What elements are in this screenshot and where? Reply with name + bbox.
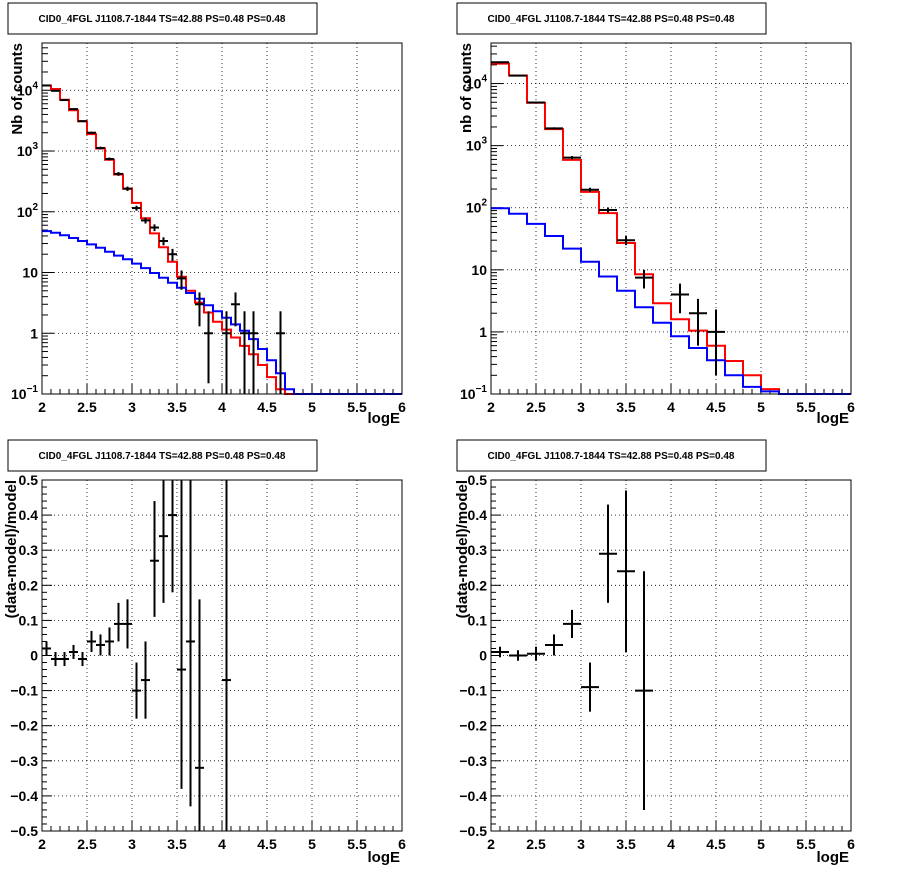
x-tick-label: 3 [128,836,136,852]
chart-body: 2 2.5 3 3.5 4 4.5 5 5.5 6 −0.5 −0.4 −0.3 −0.2 −0.1 0 0.… [459,472,855,852]
y-tick-label: 0.2 [19,577,39,593]
y-axis-label: Nb of counts [9,43,26,135]
plot-frame [41,42,403,395]
y-tick-label: 0.3 [468,542,488,558]
x-tick-label: 3 [128,399,136,415]
y-tick-label: −0.5 [459,823,487,839]
y-tick-label: −0.2 [459,718,487,734]
x-tick-label: 4 [218,399,226,415]
y-tick-label: 0 [30,648,38,664]
y-tick-label: −0.4 [459,788,487,804]
y-tick-label: 10 [22,265,38,281]
x-tick-label: 3.5 [167,836,187,852]
x-tick-label: 6 [847,399,855,415]
y-tick-label: −0.3 [10,753,38,769]
x-axis-label: logE [368,410,401,427]
x-tick-label: 2 [38,399,46,415]
x-tick-label: 2 [38,836,46,852]
y-tick-label: 0.1 [468,612,488,628]
x-axis-label: logE [817,849,850,866]
x-tick-label: 3.5 [616,399,636,415]
x-tick-label: 5.5 [347,399,367,415]
x-tick-label: 5.5 [796,836,816,852]
y-tick-label: 10−1 [460,384,487,402]
y-tick-label: 0.5 [19,472,39,488]
x-tick-label: 3 [577,399,585,415]
x-tick-label: 2.5 [77,399,97,415]
y-tick-label: 0.1 [19,612,39,628]
chart-title: CID0_4FGL J1108.7-1844 TS=42.88 PS=0.48 … [488,451,735,462]
panel-top-right: CID0_4FGL J1108.7-1844 TS=42.88 PS=0.48 … [456,2,855,427]
y-tick-label: −0.5 [10,823,38,839]
y-tick-label: 102 [466,198,488,216]
chart-title: CID0_4FGL J1108.7-1844 TS=42.88 PS=0.48 … [39,14,286,25]
chart-title: CID0_4FGL J1108.7-1844 TS=42.88 PS=0.48 … [39,451,286,462]
y-tick-label: −0.1 [459,683,487,699]
panel-bottom-right: CID0_4FGL J1108.7-1844 TS=42.88 PS=0.48 … [454,439,855,866]
series-step-line [491,207,851,395]
title-box [456,439,767,472]
y-tick-label: 0.4 [19,507,39,523]
y-tick-label: 0.4 [468,507,488,523]
x-tick-label: 5 [757,836,765,852]
x-tick-label: 2.5 [526,399,546,415]
y-tick-label: 0.5 [468,472,488,488]
y-axis-label: nb of counts [458,43,475,133]
x-tick-label: 4.5 [706,836,726,852]
y-tick-label: 103 [17,141,39,159]
title-box [7,2,318,35]
x-tick-label: 2 [487,399,495,415]
x-axis-label: logE [817,410,850,427]
x-tick-label: 6 [847,836,855,852]
x-tick-label: 4.5 [257,399,277,415]
panel-bottom-left: CID0_4FGL J1108.7-1844 TS=42.88 PS=0.48 … [3,439,406,866]
x-tick-label: 5 [757,399,765,415]
y-tick-label: 1 [30,325,38,341]
x-tick-label: 5.5 [796,399,816,415]
y-tick-label: −0.1 [10,683,38,699]
y-tick-label: 0.2 [468,577,488,593]
x-tick-label: 4 [667,399,675,415]
title-box [456,2,767,35]
y-tick-label: 103 [466,136,488,154]
plot-frame [41,479,403,832]
y-tick-label: 0 [479,648,487,664]
x-axis-label: logE [368,849,401,866]
chart-body: 2 2.5 3 3.5 4 4.5 5 5.5 6 −0.5 −0.4 −0.3 −0.2 −0.1 0 0.… [10,472,406,852]
y-tick-label: 1 [479,324,487,340]
x-tick-label: 6 [398,399,406,415]
x-tick-label: 4 [218,836,226,852]
y-tick-label: 10−1 [11,384,38,402]
y-tick-label: 102 [17,202,39,220]
x-tick-label: 5.5 [347,836,367,852]
x-tick-label: 2 [487,836,495,852]
chart-title: CID0_4FGL J1108.7-1844 TS=42.88 PS=0.48 … [488,14,735,25]
x-tick-label: 4 [667,836,675,852]
x-tick-label: 2.5 [526,836,546,852]
y-tick-label: −0.4 [10,788,38,804]
x-tick-label: 4.5 [257,836,277,852]
x-tick-label: 3.5 [167,399,187,415]
y-tick-label: 0.3 [19,542,39,558]
panel-top-left: CID0_4FGL J1108.7-1844 TS=42.88 PS=0.48 … [7,2,406,427]
y-axis-label: (data-model)/model [3,480,20,618]
y-tick-label: −0.2 [10,718,38,734]
plot-frame [490,42,852,395]
title-box [7,439,318,472]
x-tick-label: 3.5 [616,836,636,852]
y-tick-label: 10 [471,262,487,278]
x-tick-label: 4.5 [706,399,726,415]
x-tick-label: 6 [398,836,406,852]
x-tick-label: 5 [308,399,316,415]
plot-frame [490,479,852,832]
y-axis-label: (data-model)/model [454,480,471,618]
x-tick-label: 2.5 [77,836,97,852]
x-tick-label: 3 [577,836,585,852]
y-tick-label: −0.3 [459,753,487,769]
x-tick-label: 5 [308,836,316,852]
